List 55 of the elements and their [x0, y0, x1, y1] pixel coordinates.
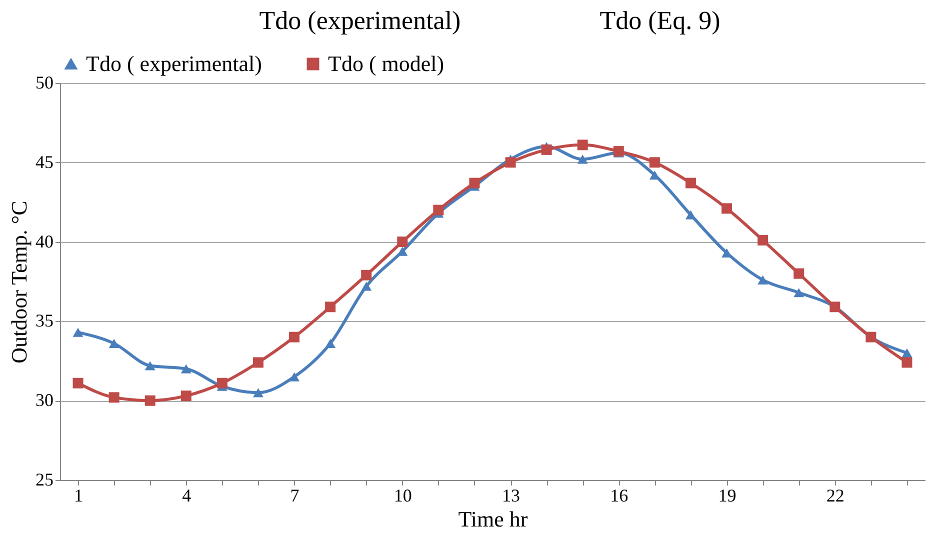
point: [144, 395, 156, 406]
point: [685, 210, 696, 220]
y-tick-label: 50: [36, 72, 54, 92]
point: [361, 270, 372, 280]
text: Tdo (Eq. 9): [600, 6, 720, 35]
point: [325, 338, 336, 348]
x-tick-label: 10: [394, 486, 412, 506]
y-tick-label: 25: [36, 470, 54, 490]
point: [902, 357, 912, 368]
x-tick-label: 19: [718, 486, 736, 506]
point: [108, 338, 120, 348]
point: [325, 302, 336, 312]
point: [72, 378, 84, 388]
point: [216, 378, 228, 388]
point: [541, 144, 552, 155]
point: [577, 154, 588, 164]
point: [289, 332, 300, 342]
x-tick-label: 13: [502, 486, 520, 506]
point: [144, 361, 156, 370]
point: [108, 392, 120, 403]
point: [252, 357, 264, 368]
x-axis-title: Time hr: [458, 506, 528, 532]
point: [649, 170, 660, 180]
x-tick-label: 4: [182, 486, 192, 506]
point: [577, 140, 588, 150]
point: [469, 178, 480, 188]
y-tick-label: 40: [36, 231, 54, 252]
point: [361, 282, 372, 291]
point: [794, 288, 804, 298]
x-tick-label: 16: [610, 486, 628, 506]
point: [397, 236, 408, 248]
text: Tdo (experimental): [259, 6, 461, 35]
point: [397, 246, 408, 256]
point: [758, 275, 768, 284]
legend-label: Tdo ( experimental): [86, 51, 262, 76]
point: [72, 328, 84, 337]
x-tick-label: 22: [826, 486, 844, 506]
point: [722, 203, 732, 214]
x-tick-label: 7: [290, 486, 300, 506]
point: [505, 157, 516, 168]
y-tick-label: 45: [36, 152, 54, 172]
point: [685, 178, 696, 188]
point: [433, 204, 444, 216]
x-tick-label: 1: [74, 486, 84, 506]
point: [252, 388, 264, 398]
point: [649, 157, 660, 168]
point: [758, 234, 768, 246]
point: [180, 390, 192, 402]
y-axis-title: Outdoor Temp. °C: [6, 200, 32, 364]
point: [180, 364, 192, 374]
y-tick-label: 30: [36, 390, 54, 410]
point: [794, 268, 804, 279]
point: [289, 372, 300, 382]
legend-label: Tdo ( model): [328, 51, 444, 76]
y-tick-label: 35: [36, 310, 54, 331]
